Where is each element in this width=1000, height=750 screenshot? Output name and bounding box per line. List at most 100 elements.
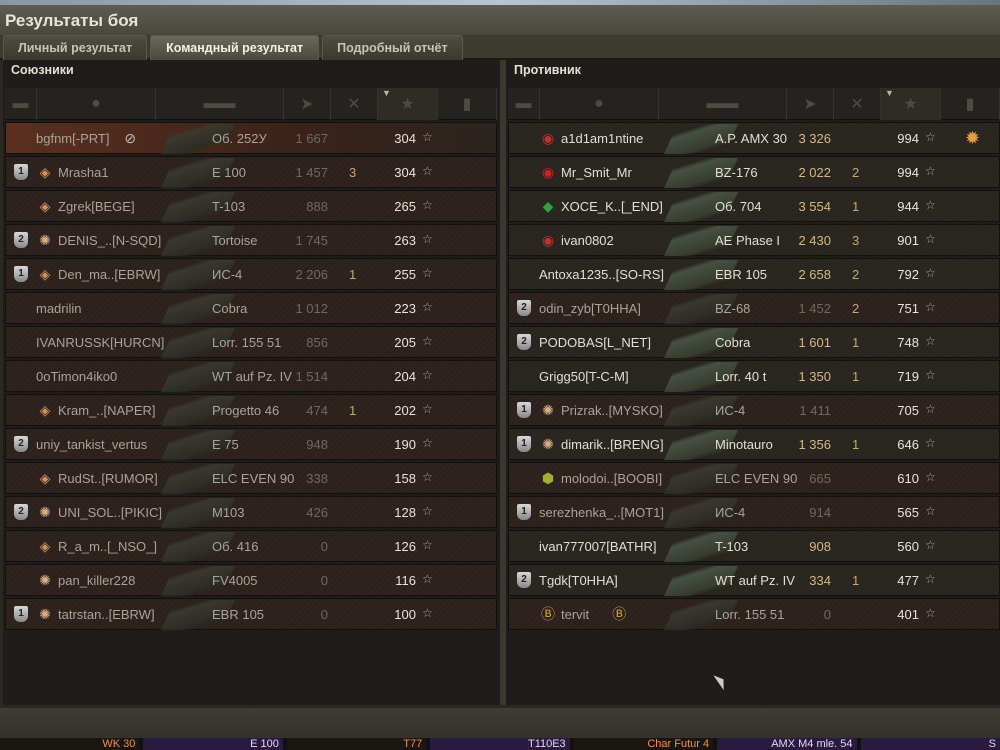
player-name: Kram_..[NAPER] (58, 403, 156, 418)
player-row[interactable]: 2 uniy_tankist_vertus E 75 948 190 ☆ (5, 428, 497, 460)
player-row[interactable]: ◈ RudSt..[RUMOR] ELC EVEN 90 338 158 ☆ (5, 462, 497, 494)
medal-column-header[interactable]: ▮ (941, 88, 1000, 120)
star-icon: ☆ (422, 368, 433, 382)
player-row[interactable]: 2 odin_zyb[T0HHA] BZ-68 1 452 2 751 ☆ (508, 292, 1000, 324)
star-icon: ☆ (422, 436, 433, 450)
player-row[interactable]: 2 ✺ UNI_SOL..[PIKIC] M103 426 128 ☆ (5, 496, 497, 528)
player-row[interactable]: ◉ a1d1am1ntine A.P. AMX 30 3 326 994 ☆ ✹ (508, 122, 1000, 154)
player-row[interactable]: 2 ✺ DENIS_..[N-SQD] Tortoise 1 745 263 ☆ (5, 224, 497, 256)
vehicle-column-icon: ▬▬ (203, 95, 236, 112)
rank-1-icon: ◈ (39, 470, 51, 486)
player-row[interactable]: IVANRUSSK[HURCN] Lorr. 155 51 856 205 ☆ (5, 326, 497, 358)
damage-column-header[interactable]: ➤ (284, 88, 331, 120)
player-name: Mr_Smit_Mr (561, 165, 632, 180)
carousel-tank[interactable]: T77 (286, 738, 427, 750)
damage-value: 3 554 (798, 199, 831, 214)
tab-detailed-report[interactable]: Подробный отчёт (322, 35, 463, 60)
allies-title: Союзники (11, 63, 74, 77)
player-name: Den_ma..[EBRW] (58, 267, 161, 282)
rank-2-icon: ◈ (39, 266, 51, 282)
carousel-tank[interactable]: E 100 (143, 738, 283, 750)
experience-value: 265 (394, 199, 416, 214)
tank-name: ИС-4 (715, 505, 746, 520)
kills-value: 3 (349, 165, 357, 180)
player-row[interactable]: 2 PODOBAS[L_NET] Cobra 1 601 1 748 ☆ (508, 326, 1000, 358)
tab-personal-result[interactable]: Личный результат (3, 35, 148, 60)
experience-value: 748 (897, 335, 919, 350)
player-row[interactable]: bgfnm[-PRT] ⊘ Об. 252У 1 667 304 ☆ (5, 122, 497, 154)
player-row[interactable]: ◈ Kram_..[NAPER] Progetto 46 474 1 202 ☆ (5, 394, 497, 426)
sort-descending-icon: ▼ (382, 88, 391, 98)
tab-team-result[interactable]: Командный результат (150, 35, 320, 60)
tank-name: Progetto 46 (212, 403, 280, 418)
carousel-tank[interactable]: AMX M4 mle. 54 (717, 738, 857, 750)
player-row[interactable]: ◆ XOCE_K..[_END] Об. 704 3 554 1 944 ☆ (508, 190, 1000, 222)
panel-divider (500, 60, 506, 705)
player-row[interactable]: ⬢ molodoi..[BOOBI] ELC EVEN 90 665 610 ☆ (508, 462, 1000, 494)
experience-value: 100 (394, 607, 416, 622)
damage-column-header[interactable]: ➤ (787, 88, 834, 120)
order-medal-icon: ✹ (965, 128, 981, 148)
carousel-tank[interactable]: Char Futur 4 (573, 738, 714, 750)
platoon-badge: 1 (14, 164, 28, 180)
player-row[interactable]: 2 Tgdk[T0HHA] WT auf Pz. IV 334 1 477 ☆ (508, 564, 1000, 596)
player-row[interactable]: 1 serezhenka_..[MOT1] ИС-4 914 565 ☆ (508, 496, 1000, 528)
player-row[interactable]: madrilin Cobra 1 012 223 ☆ (5, 292, 497, 324)
player-row[interactable]: Grigg50[T-C-M] Lorr. 40 t 1 350 1 719 ☆ (508, 360, 1000, 392)
experience-column-header[interactable]: ★ ▼ (378, 88, 438, 120)
player-column-header[interactable]: ● (37, 88, 156, 120)
kills-value: 1 (852, 573, 860, 588)
player-name: tervit (561, 607, 590, 622)
player-row[interactable]: ◉ Mr_Smit_Mr BZ-176 2 022 2 994 ☆ (508, 156, 1000, 188)
player-name: DENIS_..[N-SQD] (58, 233, 162, 248)
experience-value: 263 (394, 233, 416, 248)
player-row[interactable]: 0oTimon4iko0 WT auf Pz. IV 1 514 204 ☆ (5, 360, 497, 392)
player-name: R_a_m..[_NSO_] (58, 539, 157, 554)
player-row[interactable]: 1 ✺ dimarik..[BRENG] Minotauro 1 356 1 646 ☆ (508, 428, 1000, 460)
vehicle-column-header[interactable]: ▬▬ (156, 88, 284, 120)
kills-value: 1 (349, 267, 357, 282)
platoon-column-header[interactable]: ▬ (508, 88, 540, 120)
damage-value: 914 (809, 505, 831, 520)
star-icon: ☆ (422, 402, 433, 416)
platoon-column-header[interactable]: ▬ (5, 88, 37, 120)
player-row[interactable]: 1 ◈ Mrasha1 E 100 1 457 3 304 ☆ (5, 156, 497, 188)
player-name: PODOBAS[L_NET] (539, 335, 651, 350)
kills-column-header[interactable]: ✕ (834, 88, 881, 120)
player-row[interactable]: ◈ R_a_m..[_NSO_] Об. 416 0 126 ☆ (5, 530, 497, 562)
carousel-tank[interactable]: WK 30 (0, 738, 140, 750)
star-icon: ☆ (422, 334, 433, 348)
experience-value: 116 (395, 573, 416, 588)
player-row[interactable]: 1 ◈ Den_ma..[EBRW] ИС-4 2 206 1 255 ☆ (5, 258, 497, 290)
player-row[interactable]: 1 ✺ tatrstan..[EBRW] EBR 105 0 100 ☆ (5, 598, 497, 630)
vehicle-column-header[interactable]: ▬▬ (659, 88, 787, 120)
experience-value: 202 (394, 403, 416, 418)
player-row[interactable]: ivan777007[BATHR] T-103 908 560 ☆ (508, 530, 1000, 562)
player-row[interactable]: ◈ Zgrek[BEGE] T-103 888 265 ☆ (5, 190, 497, 222)
tank-name: EBR 105 (212, 607, 265, 622)
player-name: IVANRUSSK[HURCN] (36, 335, 165, 350)
experience-column-header[interactable]: ★ ▼ (881, 88, 941, 120)
player-column-header[interactable]: ● (540, 88, 659, 120)
kills-column-header[interactable]: ✕ (331, 88, 378, 120)
damage-value: 1 356 (798, 437, 831, 452)
damage-value: 856 (306, 335, 328, 350)
experience-value: 944 (897, 199, 919, 214)
player-row[interactable]: ◉ ivan0802 AE Phase I 2 430 3 901 ☆ (508, 224, 1000, 256)
damage-value: 2 658 (798, 267, 831, 282)
damage-value: 1 514 (295, 369, 328, 384)
star-icon: ☆ (925, 402, 936, 416)
damage-value: 1 457 (295, 165, 328, 180)
garage-background (0, 0, 1000, 8)
player-row[interactable]: 1 ✺ Prizrak..[MYSKO] ИС-4 1 411 705 ☆ (508, 394, 1000, 426)
carousel-tank[interactable]: T110E3 (430, 738, 570, 750)
star-icon: ☆ (422, 232, 433, 246)
allies-list: bgfnm[-PRT] ⊘ Об. 252У 1 667 304 ☆ 1 ◈ Mrasha1 E … (5, 122, 497, 632)
star-icon: ☆ (925, 368, 936, 382)
carousel-tank[interactable]: S (860, 738, 1000, 750)
player-row[interactable]: Antoxa1235..[SO-RS] EBR 105 2 658 2 792 ☆ (508, 258, 1000, 290)
medal-column-header[interactable]: ▮ (438, 88, 497, 120)
player-row[interactable]: ✺ pan_killer228 FV4005 0 116 ☆ (5, 564, 497, 596)
player-name: Prizrak..[MYSKO] (561, 403, 663, 418)
